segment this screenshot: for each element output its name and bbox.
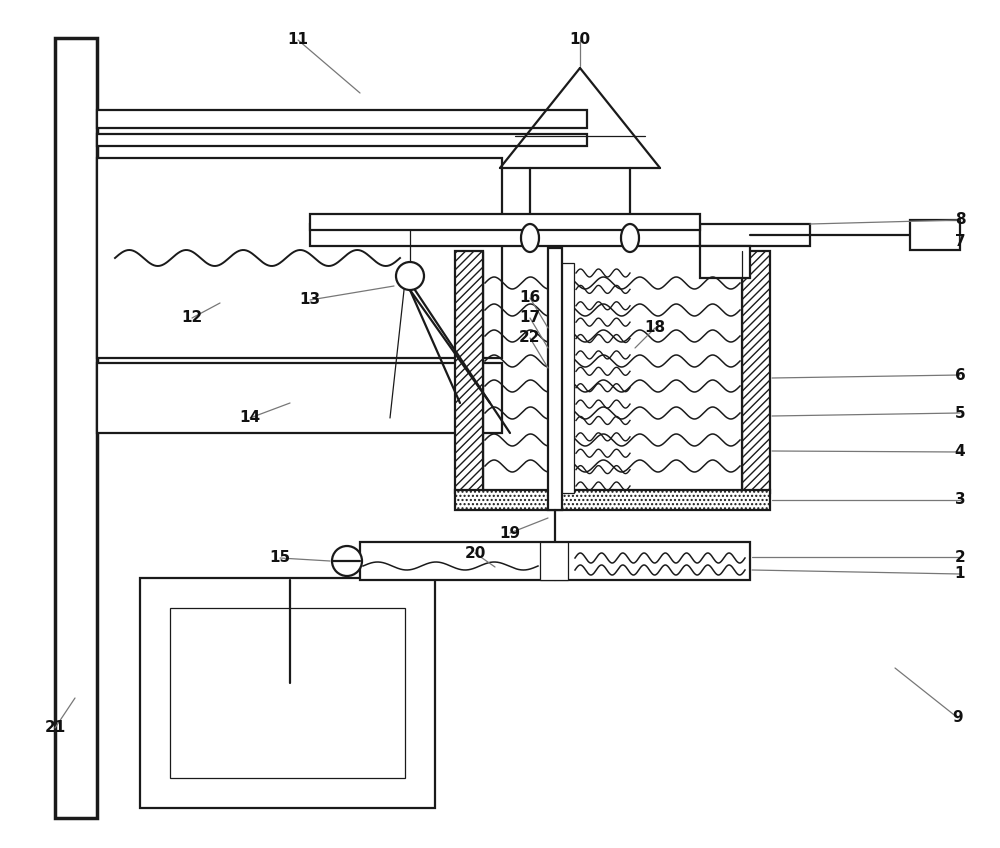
Text: 14: 14 bbox=[239, 410, 261, 426]
Text: 21: 21 bbox=[44, 721, 66, 735]
Bar bbox=[170, 608, 405, 778]
Bar bbox=[55, 38, 97, 818]
Text: 16: 16 bbox=[519, 291, 541, 305]
Text: 3: 3 bbox=[955, 493, 965, 507]
Bar bbox=[540, 542, 568, 580]
Bar bbox=[360, 542, 750, 580]
Bar bbox=[97, 110, 587, 128]
Bar bbox=[910, 220, 960, 250]
Bar bbox=[97, 158, 502, 358]
Bar bbox=[742, 251, 770, 493]
Bar bbox=[548, 248, 562, 510]
Text: 7: 7 bbox=[955, 235, 965, 249]
Text: 20: 20 bbox=[464, 545, 486, 561]
Text: 13: 13 bbox=[299, 293, 321, 308]
Bar bbox=[140, 578, 435, 808]
Text: 1: 1 bbox=[955, 566, 965, 582]
Text: 15: 15 bbox=[269, 550, 291, 566]
Text: 17: 17 bbox=[519, 310, 541, 326]
Text: 2: 2 bbox=[955, 550, 965, 565]
Text: 11: 11 bbox=[288, 32, 308, 47]
Ellipse shape bbox=[621, 224, 639, 252]
Text: 18: 18 bbox=[644, 321, 666, 336]
Text: 22: 22 bbox=[519, 331, 541, 345]
Text: 9: 9 bbox=[953, 711, 963, 726]
Bar bbox=[97, 134, 587, 146]
Circle shape bbox=[396, 262, 424, 290]
Bar bbox=[455, 490, 770, 510]
Bar bbox=[310, 214, 700, 230]
Bar bbox=[700, 246, 750, 278]
Text: 4: 4 bbox=[955, 444, 965, 460]
Text: 8: 8 bbox=[955, 213, 965, 227]
Bar bbox=[97, 363, 502, 433]
Text: 6: 6 bbox=[955, 367, 965, 382]
Bar bbox=[455, 251, 483, 493]
Text: 10: 10 bbox=[569, 32, 591, 47]
Bar bbox=[310, 224, 700, 246]
Circle shape bbox=[332, 546, 362, 576]
Text: 19: 19 bbox=[499, 526, 521, 540]
Bar bbox=[562, 263, 574, 493]
Ellipse shape bbox=[521, 224, 539, 252]
Bar bbox=[700, 224, 810, 246]
Text: 5: 5 bbox=[955, 405, 965, 421]
Text: 12: 12 bbox=[181, 310, 203, 326]
